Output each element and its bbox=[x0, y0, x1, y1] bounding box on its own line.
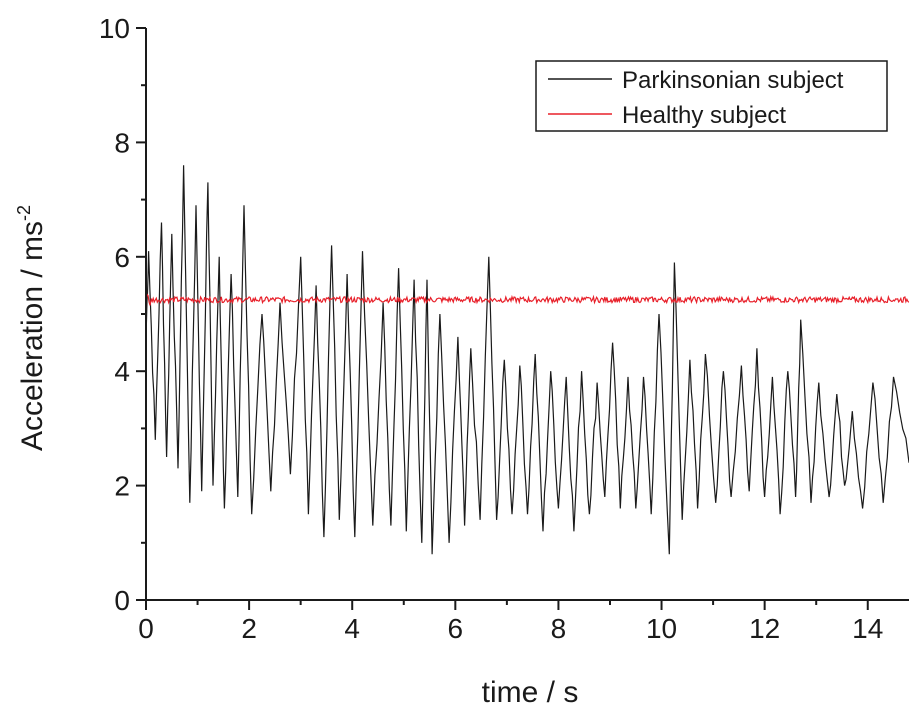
legend-label-parkinsonian: Parkinsonian subject bbox=[622, 67, 844, 94]
series-line-healthy bbox=[145, 292, 909, 306]
y-axis-title-superscript: -2 bbox=[14, 205, 34, 221]
x-tick-label: 12 bbox=[749, 613, 780, 644]
legend-label-healthy: Healthy subject bbox=[622, 102, 786, 129]
x-tick-label: 8 bbox=[551, 613, 567, 644]
y-axis-title-main: Acceleration / ms bbox=[16, 221, 49, 451]
x-tick-label: 0 bbox=[138, 613, 154, 644]
x-tick-label: 4 bbox=[344, 613, 360, 644]
x-tick-label: 6 bbox=[448, 613, 464, 644]
x-tick-label: 10 bbox=[646, 613, 677, 644]
y-axis-title: Acceleration / ms-2 bbox=[14, 205, 49, 451]
y-tick-label: 8 bbox=[114, 127, 130, 158]
y-tick-label: 4 bbox=[114, 356, 130, 387]
y-tick-label: 6 bbox=[114, 242, 130, 273]
x-axis-title: time / s bbox=[482, 676, 579, 709]
y-tick-label: 10 bbox=[99, 13, 130, 44]
series-line-parkinsonian bbox=[145, 165, 909, 555]
y-tick-label: 2 bbox=[114, 471, 130, 502]
legend: Parkinsonian subject Healthy subject bbox=[535, 60, 888, 132]
legend-box bbox=[535, 60, 888, 132]
series-layer bbox=[145, 165, 909, 555]
x-tick-label: 14 bbox=[852, 613, 883, 644]
y-tick-label: 0 bbox=[114, 585, 130, 616]
x-tick-label: 2 bbox=[241, 613, 257, 644]
ticks-layer: 0 2 4 6 8 10 0 2 4 6 8 10 12 14 bbox=[99, 13, 883, 644]
